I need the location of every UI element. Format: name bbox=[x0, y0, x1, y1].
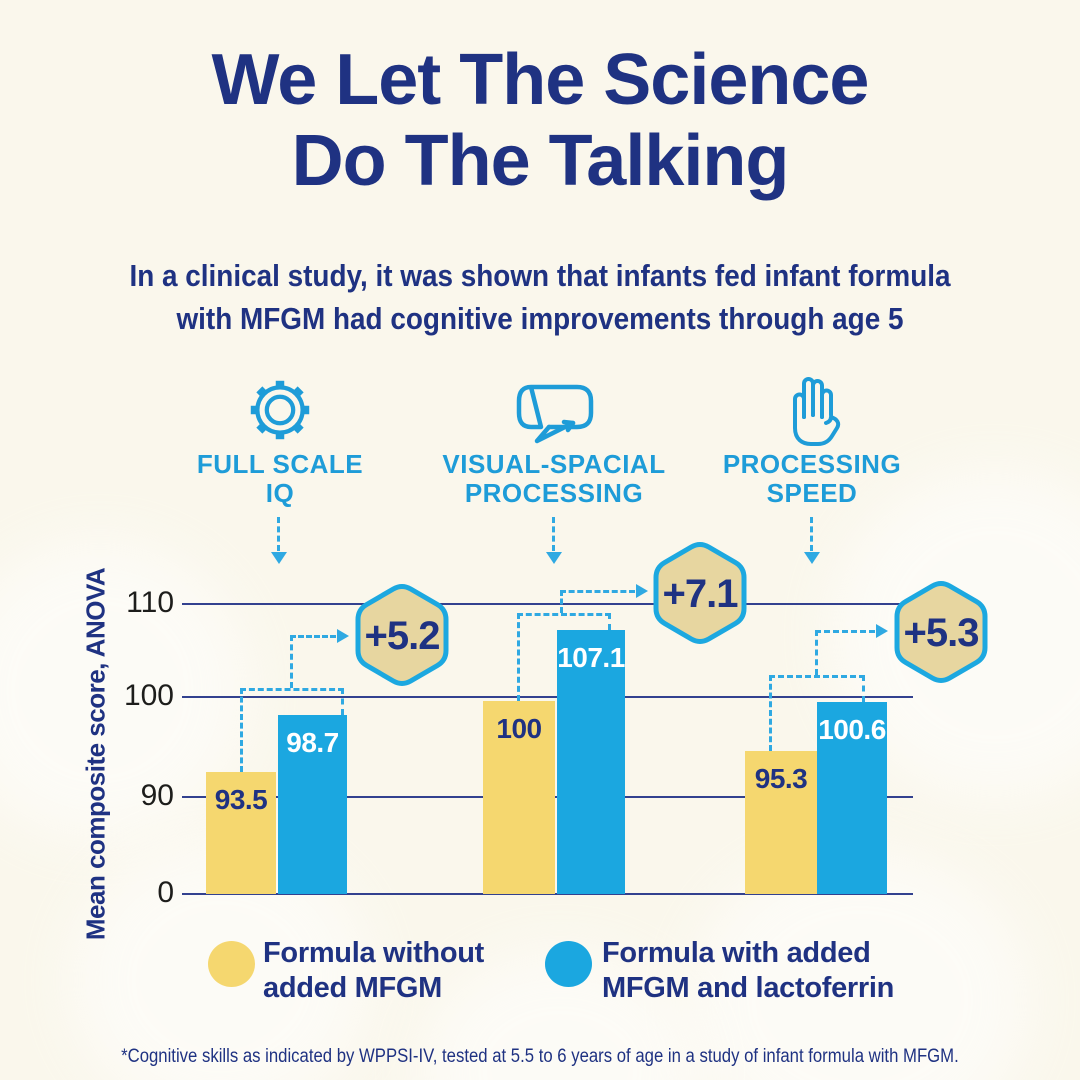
badge-value: +5.3 bbox=[903, 610, 980, 655]
badge-value: +5.2 bbox=[364, 613, 441, 658]
title-line-1: We Let The Science bbox=[211, 40, 870, 120]
badge-arrow-dash bbox=[560, 590, 563, 613]
bracket-dash bbox=[517, 613, 611, 616]
subtitle-line-1: In a clinical study, it was shown that i… bbox=[129, 258, 951, 293]
y-tick-110: 110 bbox=[126, 586, 174, 619]
bracket-dash bbox=[341, 688, 344, 715]
bar-value: 100 bbox=[496, 713, 542, 744]
badge-arrow-dash bbox=[290, 635, 336, 638]
category-label-line: PROCESSING bbox=[464, 478, 644, 508]
down-arrow-head bbox=[271, 552, 287, 564]
bar-full-scale-iq-with-mfgm: 98.7 bbox=[278, 715, 347, 894]
legend-label-with-mfgm: Formula with added MFGM and lactoferrin bbox=[602, 936, 894, 1006]
bar-value: 100.6 bbox=[818, 714, 886, 745]
down-arrow-dash bbox=[277, 517, 280, 551]
bar-value: 107.1 bbox=[557, 642, 625, 673]
speech-bubble-icon bbox=[513, 383, 597, 450]
badge-arrow-head bbox=[876, 624, 888, 638]
bar-value: 98.7 bbox=[286, 727, 339, 758]
category-label-full-scale-iq: FULL SCALE IQ bbox=[130, 450, 430, 508]
subtitle: In a clinical study, it was shown that i… bbox=[54, 254, 1026, 340]
bar-visual-spacial-without-mfgm: 100 bbox=[483, 701, 555, 894]
legend-label-line: MFGM and lactoferrin bbox=[602, 972, 895, 1004]
category-label-visual-spacial: VISUAL-SPACIAL PROCESSING bbox=[404, 450, 704, 508]
difference-badge-full-scale-iq: +5.2 bbox=[350, 578, 454, 692]
footnote-text: *Cognitive skills as indicated by WPPSI-… bbox=[121, 1046, 959, 1067]
category-label-line: IQ bbox=[265, 478, 295, 508]
footnote: *Cognitive skills as indicated by WPPSI-… bbox=[0, 1046, 1080, 1068]
down-arrow-head bbox=[546, 552, 562, 564]
bracket-dash bbox=[862, 675, 865, 702]
bar-processing-speed-without-mfgm: 95.3 bbox=[745, 751, 817, 894]
badge-value: +7.1 bbox=[662, 571, 739, 616]
badge-arrow-head bbox=[636, 584, 648, 598]
gridline-110 bbox=[182, 603, 913, 605]
category-label-line: FULL SCALE bbox=[196, 449, 364, 479]
category-label-processing-speed: PROCESSING SPEED bbox=[662, 450, 962, 508]
legend-swatch-blue bbox=[545, 941, 592, 987]
bracket-dash bbox=[240, 688, 243, 772]
legend-label-line: Formula with added bbox=[602, 937, 871, 969]
difference-badge-visual-spacial: +7.1 bbox=[648, 536, 752, 650]
badge-arrow-head bbox=[337, 629, 349, 643]
bracket-dash bbox=[769, 675, 772, 751]
category-label-line: SPEED bbox=[766, 478, 858, 508]
legend-label-without-mfgm: Formula without added MFGM bbox=[263, 936, 484, 1006]
bracket-dash bbox=[517, 613, 520, 701]
legend-label-line: Formula without bbox=[263, 937, 485, 969]
bar-visual-spacial-with-mfgm: 107.1 bbox=[557, 630, 625, 894]
down-arrow-dash bbox=[552, 517, 555, 551]
gridline-100 bbox=[182, 696, 913, 698]
y-tick-0: 0 bbox=[157, 876, 174, 909]
down-arrow-dash bbox=[810, 517, 813, 551]
title-line-2: Do The Talking bbox=[291, 121, 790, 201]
badge-arrow-dash bbox=[290, 635, 293, 688]
y-tick-90: 90 bbox=[140, 779, 174, 812]
legend-swatch-yellow bbox=[208, 941, 255, 987]
difference-badge-processing-speed: +5.3 bbox=[889, 575, 993, 689]
gear-icon bbox=[247, 377, 313, 448]
badge-arrow-dash bbox=[815, 630, 875, 633]
legend-label-line: added MFGM bbox=[263, 972, 443, 1004]
badge-arrow-dash bbox=[560, 590, 635, 593]
bracket-dash bbox=[769, 675, 865, 678]
bar-processing-speed-with-mfgm: 100.6 bbox=[817, 702, 887, 894]
page-title: We Let The Science Do The Talking bbox=[0, 40, 1080, 202]
bracket-dash bbox=[608, 613, 611, 630]
category-label-line: PROCESSING bbox=[722, 449, 902, 479]
bar-value: 93.5 bbox=[214, 784, 268, 815]
category-label-line: VISUAL-SPACIAL bbox=[442, 449, 666, 479]
bar-full-scale-iq-without-mfgm: 93.5 bbox=[206, 772, 276, 894]
gridline-0 bbox=[182, 893, 913, 895]
subtitle-line-2: with MFGM had cognitive improvements thr… bbox=[176, 301, 904, 336]
bar-value: 95.3 bbox=[754, 763, 808, 794]
down-arrow-head bbox=[804, 552, 820, 564]
y-tick-100: 100 bbox=[123, 679, 174, 712]
bracket-dash bbox=[240, 688, 344, 691]
badge-arrow-dash bbox=[815, 630, 818, 675]
hand-icon bbox=[786, 374, 846, 451]
